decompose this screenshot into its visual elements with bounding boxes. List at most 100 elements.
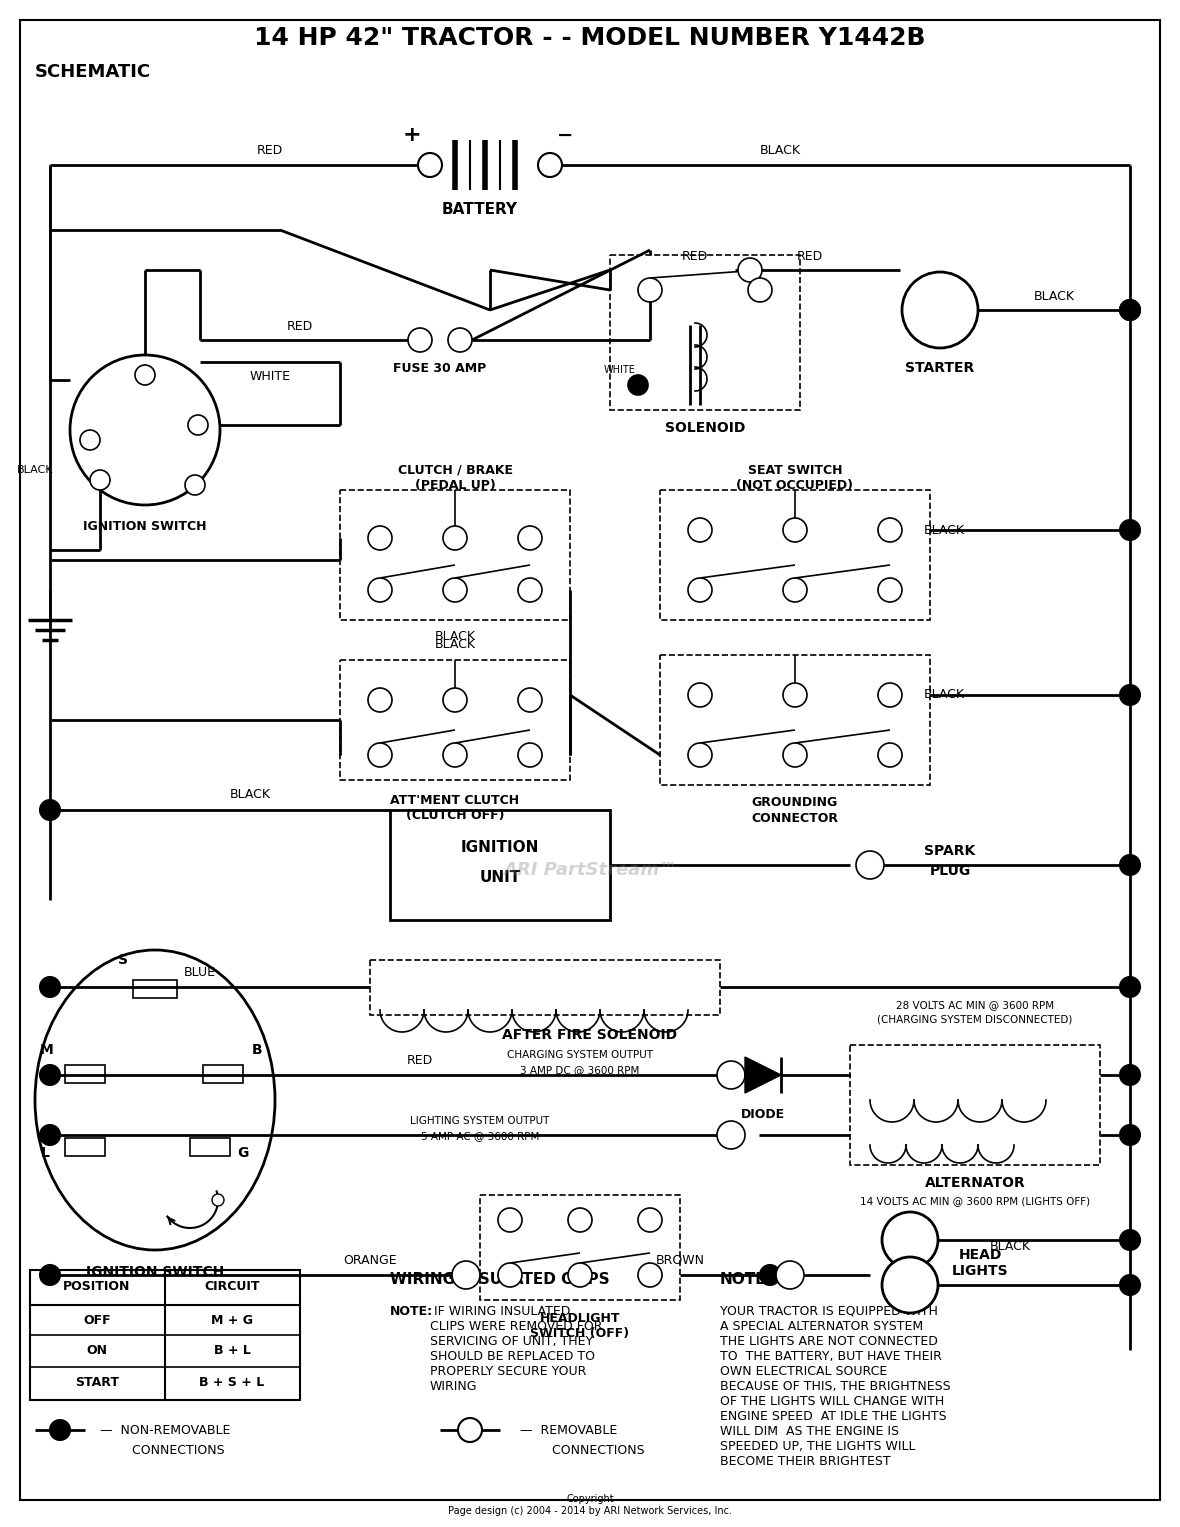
Circle shape	[498, 1263, 522, 1287]
Bar	[133, 980, 177, 999]
Text: +: +	[402, 125, 421, 145]
Circle shape	[881, 1212, 938, 1267]
Text: 14 HP 42" TRACTOR - - MODEL NUMBER Y1442B: 14 HP 42" TRACTOR - - MODEL NUMBER Y1442…	[254, 26, 926, 50]
Circle shape	[40, 1264, 60, 1286]
Text: NOTE:: NOTE:	[391, 1306, 433, 1318]
Bar	[30, 1270, 300, 1400]
Circle shape	[418, 153, 442, 177]
Text: CHARGING SYSTEM OUTPUT: CHARGING SYSTEM OUTPUT	[507, 1051, 653, 1060]
Circle shape	[717, 1121, 745, 1148]
Text: STARTER: STARTER	[905, 360, 975, 376]
Text: CONNECTIONS: CONNECTIONS	[100, 1443, 224, 1457]
Text: CONNECTOR: CONNECTOR	[752, 811, 839, 825]
Circle shape	[188, 415, 208, 435]
Text: DIODE: DIODE	[741, 1109, 785, 1121]
Circle shape	[50, 1420, 70, 1440]
Circle shape	[784, 518, 807, 542]
Text: SEAT SWITCH: SEAT SWITCH	[748, 464, 843, 476]
Text: HEADLIGHT: HEADLIGHT	[539, 1312, 621, 1324]
Text: BLACK: BLACK	[924, 689, 964, 701]
Circle shape	[688, 579, 712, 602]
Text: B + S + L: B + S + L	[199, 1376, 264, 1390]
Circle shape	[688, 518, 712, 542]
Text: OFF: OFF	[83, 1313, 111, 1327]
Circle shape	[1120, 299, 1140, 321]
Bar	[65, 1138, 105, 1156]
Text: IGNITION: IGNITION	[461, 840, 539, 855]
Circle shape	[1120, 855, 1140, 875]
Circle shape	[878, 744, 902, 767]
Text: RED: RED	[287, 319, 313, 333]
Text: YOUR TRACTOR IS EQUIPPED WITH
A SPECIAL ALTERNATOR SYSTEM
THE LIGHTS ARE NOT CON: YOUR TRACTOR IS EQUIPPED WITH A SPECIAL …	[720, 1306, 951, 1467]
Bar	[340, 660, 570, 780]
Circle shape	[212, 1194, 224, 1206]
Circle shape	[442, 579, 467, 602]
Text: BLACK: BLACK	[434, 629, 476, 643]
Circle shape	[70, 354, 219, 505]
Text: (CHARGING SYSTEM DISCONNECTED): (CHARGING SYSTEM DISCONNECTED)	[877, 1015, 1073, 1025]
Bar	[65, 1064, 105, 1083]
Text: −: −	[557, 125, 573, 145]
Text: GROUNDING: GROUNDING	[752, 797, 838, 809]
Text: 5 AMP AC @ 3600 RPM: 5 AMP AC @ 3600 RPM	[421, 1132, 539, 1141]
Text: FUSE 30 AMP: FUSE 30 AMP	[393, 362, 486, 374]
Text: HEAD
LIGHTS: HEAD LIGHTS	[952, 1248, 1009, 1278]
Polygon shape	[745, 1057, 781, 1093]
Circle shape	[738, 258, 762, 282]
Text: SWITCH (OFF): SWITCH (OFF)	[531, 1327, 630, 1339]
Text: 14 VOLTS AC MIN @ 3600 RPM (LIGHTS OFF): 14 VOLTS AC MIN @ 3600 RPM (LIGHTS OFF)	[860, 1196, 1090, 1206]
Text: G: G	[237, 1145, 249, 1161]
Text: RED: RED	[796, 250, 824, 264]
Circle shape	[368, 525, 392, 550]
Circle shape	[442, 744, 467, 767]
Text: —  REMOVABLE: — REMOVABLE	[520, 1423, 617, 1437]
Text: WHITE: WHITE	[249, 370, 290, 382]
Text: BLACK: BLACK	[1034, 290, 1075, 302]
Text: (PEDAL UP): (PEDAL UP)	[414, 478, 496, 492]
Text: BROWN: BROWN	[656, 1254, 704, 1266]
Circle shape	[784, 744, 807, 767]
Circle shape	[1120, 1064, 1140, 1086]
Circle shape	[498, 1208, 522, 1232]
Circle shape	[568, 1263, 592, 1287]
Text: BLACK: BLACK	[924, 524, 964, 536]
Circle shape	[518, 579, 542, 602]
Circle shape	[135, 365, 155, 385]
Text: —  NON-REMOVABLE: — NON-REMOVABLE	[100, 1423, 230, 1437]
Text: (CLUTCH OFF): (CLUTCH OFF)	[406, 808, 504, 822]
Text: L: L	[191, 478, 199, 492]
Circle shape	[40, 977, 60, 997]
Text: NOTE: NOTE	[720, 1272, 767, 1287]
Text: ALTERNATOR: ALTERNATOR	[925, 1176, 1025, 1190]
Text: SCHEMATIC: SCHEMATIC	[35, 63, 151, 81]
Text: M: M	[192, 418, 204, 432]
Text: CONNECTIONS: CONNECTIONS	[520, 1443, 644, 1457]
Text: WHITE: WHITE	[604, 365, 636, 376]
Text: SOLENOID: SOLENOID	[664, 421, 746, 435]
Circle shape	[688, 744, 712, 767]
Bar	[340, 490, 570, 620]
Text: CIRCUIT: CIRCUIT	[204, 1281, 260, 1293]
Text: ARI PartStream™: ARI PartStream™	[503, 861, 677, 880]
Circle shape	[1120, 1231, 1140, 1251]
Text: RED: RED	[682, 250, 708, 264]
Circle shape	[760, 1264, 780, 1286]
Text: Copyright
Page design (c) 2004 - 2014 by ARI Network Services, Inc.: Copyright Page design (c) 2004 - 2014 by…	[448, 1495, 732, 1516]
Circle shape	[1120, 1125, 1140, 1145]
Text: (NOT OCCUPIED): (NOT OCCUPIED)	[736, 478, 853, 492]
Text: RED: RED	[257, 145, 283, 157]
Circle shape	[1120, 686, 1140, 705]
Text: M + G: M + G	[211, 1313, 253, 1327]
Text: BLACK: BLACK	[229, 788, 270, 802]
Text: RED: RED	[407, 1055, 433, 1067]
Circle shape	[776, 1261, 804, 1289]
Circle shape	[368, 579, 392, 602]
Text: IGNITION SWITCH: IGNITION SWITCH	[86, 1264, 224, 1280]
Circle shape	[856, 851, 884, 880]
Text: BLUE: BLUE	[184, 965, 216, 979]
Circle shape	[568, 1208, 592, 1232]
Circle shape	[717, 1061, 745, 1089]
Circle shape	[40, 1064, 60, 1086]
Circle shape	[878, 518, 902, 542]
Text: SPARK: SPARK	[924, 844, 976, 858]
